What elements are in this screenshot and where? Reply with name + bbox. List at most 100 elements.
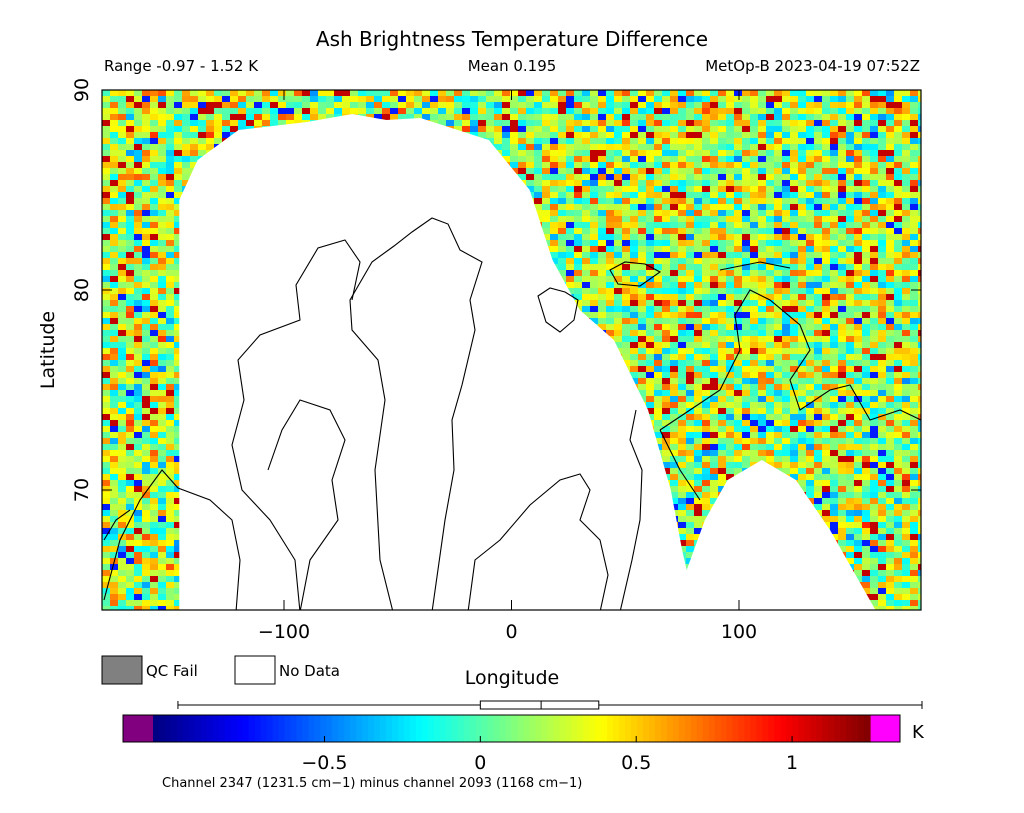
heatmap-cell [590,138,598,144]
heatmap-cell [902,234,910,240]
heatmap-cell [718,366,726,372]
heatmap-cell [798,210,806,216]
heatmap-cell [910,96,918,102]
heatmap-cell [574,246,582,252]
heatmap-cell [174,180,182,186]
heatmap-cell [182,180,190,186]
heatmap-cell [678,336,686,342]
heatmap-cell [142,270,150,276]
heatmap-cell [118,282,126,288]
heatmap-cell [542,204,550,210]
heatmap-cell [646,348,654,354]
heatmap-cell [142,102,150,108]
heatmap-cell [630,132,638,138]
heatmap-cell [902,216,910,222]
heatmap-cell [806,96,814,102]
heatmap-cell [830,300,838,306]
heatmap-cell [766,102,774,108]
heatmap-cell [614,312,622,318]
heatmap-cell [174,174,182,180]
heatmap-cell [782,252,790,258]
heatmap-cell [110,96,118,102]
heatmap-cell [558,216,566,222]
heatmap-cell [142,306,150,312]
heatmap-cell [734,270,742,276]
heatmap-cell [838,138,846,144]
heatmap-cell [838,342,846,348]
heatmap-cell [366,114,374,120]
heatmap-cell [206,90,214,96]
heatmap-cell [782,186,790,192]
heatmap-cell [110,348,118,354]
heatmap-cell [662,144,670,150]
heatmap-cell [894,366,902,372]
heatmap-cell [430,114,438,120]
heatmap-cell [718,288,726,294]
heatmap-cell [814,282,822,288]
heatmap-cell [894,252,902,258]
heatmap-cell [814,366,822,372]
heatmap-cell [118,222,126,228]
heatmap-cell [542,198,550,204]
heatmap-cell [446,90,454,96]
heatmap-cell [830,342,838,348]
heatmap-cell [526,90,534,96]
heatmap-cell [198,120,206,126]
heatmap-cell [478,126,486,132]
heatmap-cell [158,246,166,252]
heatmap-cell [630,360,638,366]
heatmap-cell [870,174,878,180]
heatmap-cell [646,204,654,210]
heatmap-cell [806,324,814,330]
heatmap-cell [198,96,206,102]
heatmap-cell [854,306,862,312]
heatmap-cell [702,138,710,144]
heatmap-cell [166,264,174,270]
heatmap-cell [902,132,910,138]
heatmap-cell [590,204,598,210]
heatmap-cell [254,120,262,126]
heatmap-cell [726,216,734,222]
heatmap-cell [150,162,158,168]
heatmap-cell [822,132,830,138]
heatmap-cell [614,198,622,204]
heatmap-cell [918,276,921,282]
heatmap-cell [710,162,718,168]
heatmap-cell [558,186,566,192]
heatmap-cell [894,354,902,360]
heatmap-cell [894,306,902,312]
heatmap-cell [726,138,734,144]
heatmap-cell [806,174,814,180]
heatmap-cell [566,204,574,210]
heatmap-cell [542,120,550,126]
heatmap-cell [910,306,918,312]
heatmap-cell [654,174,662,180]
heatmap-cell [902,270,910,276]
heatmap-cell [894,120,902,126]
heatmap-cell [710,264,718,270]
heatmap-cell [694,264,702,270]
heatmap-cell [814,360,822,366]
heatmap-cell [502,156,510,162]
heatmap-cell [126,198,134,204]
heatmap-cell [646,138,654,144]
heatmap-cell [614,204,622,210]
heatmap-cell [774,156,782,162]
heatmap-cell [758,204,766,210]
heatmap-cell [598,312,606,318]
heatmap-cell [574,264,582,270]
heatmap-cell [694,336,702,342]
heatmap-cell [782,306,790,312]
heatmap-cell [878,156,886,162]
heatmap-cell [718,264,726,270]
heatmap-cell [710,114,718,120]
heatmap-cell [438,102,446,108]
heatmap-cell [742,318,750,324]
heatmap-cell [678,216,686,222]
heatmap-cell [150,192,158,198]
heatmap-cell [838,198,846,204]
heatmap-cell [750,372,758,378]
heatmap-cell [638,252,646,258]
heatmap-cell [838,168,846,174]
heatmap-cell [670,198,678,204]
